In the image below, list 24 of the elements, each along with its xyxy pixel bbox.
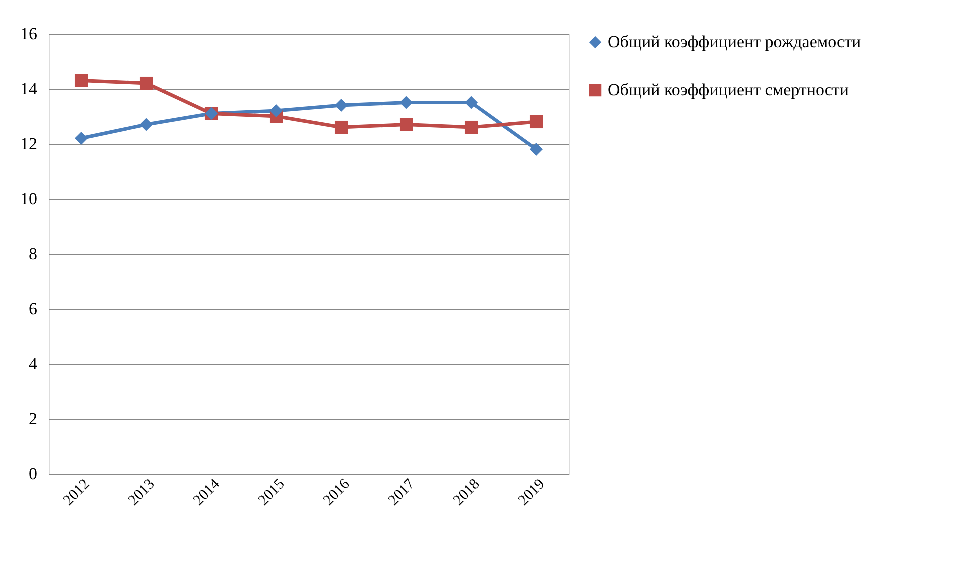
y-tick-label: 0 bbox=[29, 464, 38, 484]
y-tick-label: 16 bbox=[20, 24, 38, 44]
point bbox=[530, 115, 544, 129]
point bbox=[400, 96, 414, 110]
point bbox=[74, 74, 88, 88]
legend-label: Общий коэффициент смертности bbox=[608, 80, 849, 100]
y-tick-label: 2 bbox=[29, 410, 38, 428]
point bbox=[530, 142, 544, 156]
legend-label: Общий коэффициент рождаемости bbox=[608, 32, 862, 52]
point bbox=[464, 96, 478, 110]
point bbox=[334, 98, 348, 112]
y-tick-label: 4 bbox=[29, 354, 38, 374]
y-tick-label: 8 bbox=[29, 244, 38, 264]
point bbox=[270, 104, 284, 118]
y-tick-label: 10 bbox=[20, 190, 38, 208]
point bbox=[74, 132, 88, 146]
point bbox=[334, 120, 348, 134]
point bbox=[400, 118, 414, 132]
y-tick-label: 12 bbox=[20, 134, 38, 154]
y-tick-label: 14 bbox=[20, 80, 38, 98]
point bbox=[464, 120, 478, 134]
y-tick-label: 6 bbox=[29, 300, 38, 318]
point bbox=[140, 76, 154, 90]
point bbox=[140, 118, 154, 132]
